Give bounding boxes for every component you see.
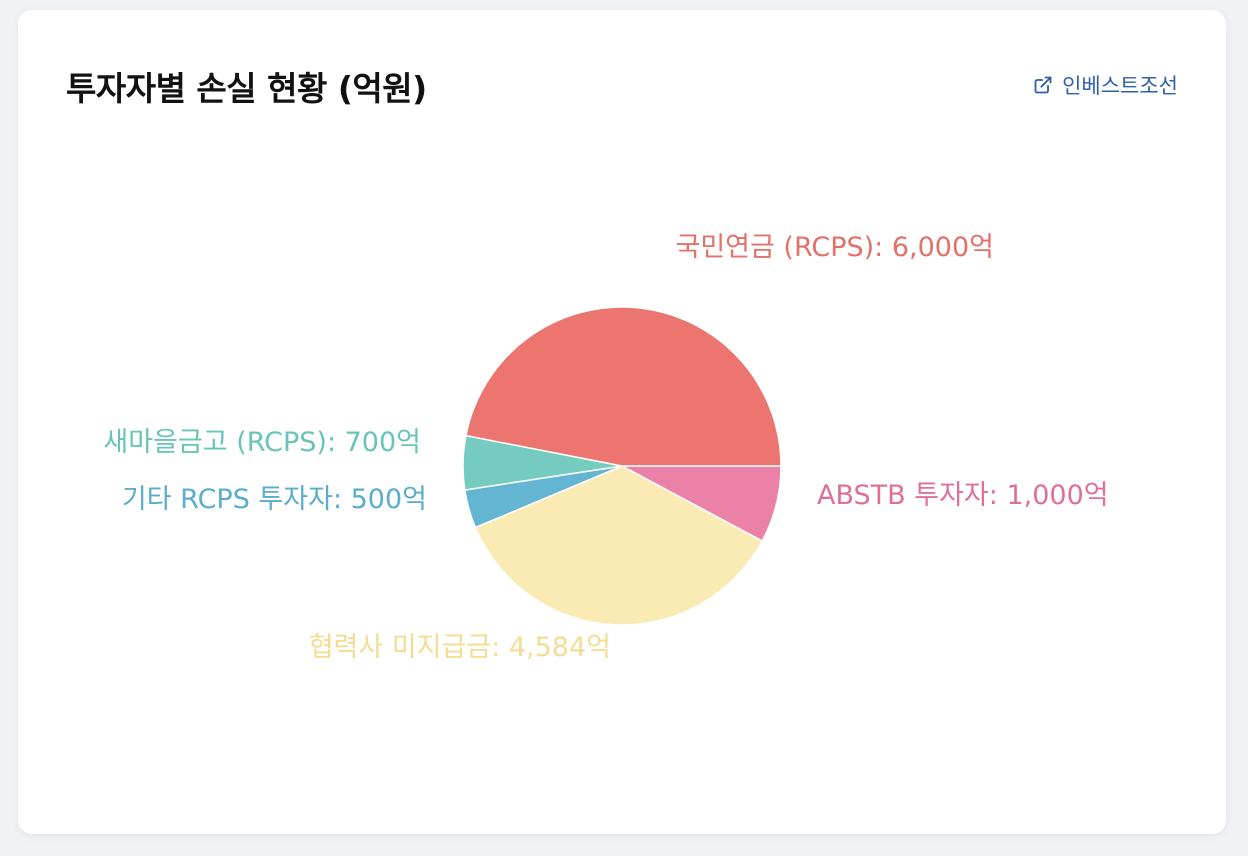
slice-label: 기타 RCPS 투자자: 500억 <box>122 484 427 515</box>
chart-title: 투자자별 손실 현황 (억원) <box>66 69 427 108</box>
chart-card: 투자자별 손실 현황 (억원) 인베스트조선 ABSTB 투자자: 1,000억… <box>18 10 1226 834</box>
slice-label: ABSTB 투자자: 1,000억 <box>817 480 1109 511</box>
slice-label: 국민연금 (RCPS): 6,000억 <box>675 232 994 263</box>
pie-slice[interactable] <box>465 306 782 467</box>
slice-label: 협력사 미지급금: 4,584억 <box>309 632 611 663</box>
slice-label: 새마을금고 (RCPS): 700억 <box>103 427 421 458</box>
source-link[interactable]: 인베스트조선 <box>1033 70 1178 100</box>
source-label: 인베스트조선 <box>1062 74 1178 98</box>
external-link-icon <box>1033 75 1053 95</box>
pie-slice[interactable] <box>474 465 764 626</box>
